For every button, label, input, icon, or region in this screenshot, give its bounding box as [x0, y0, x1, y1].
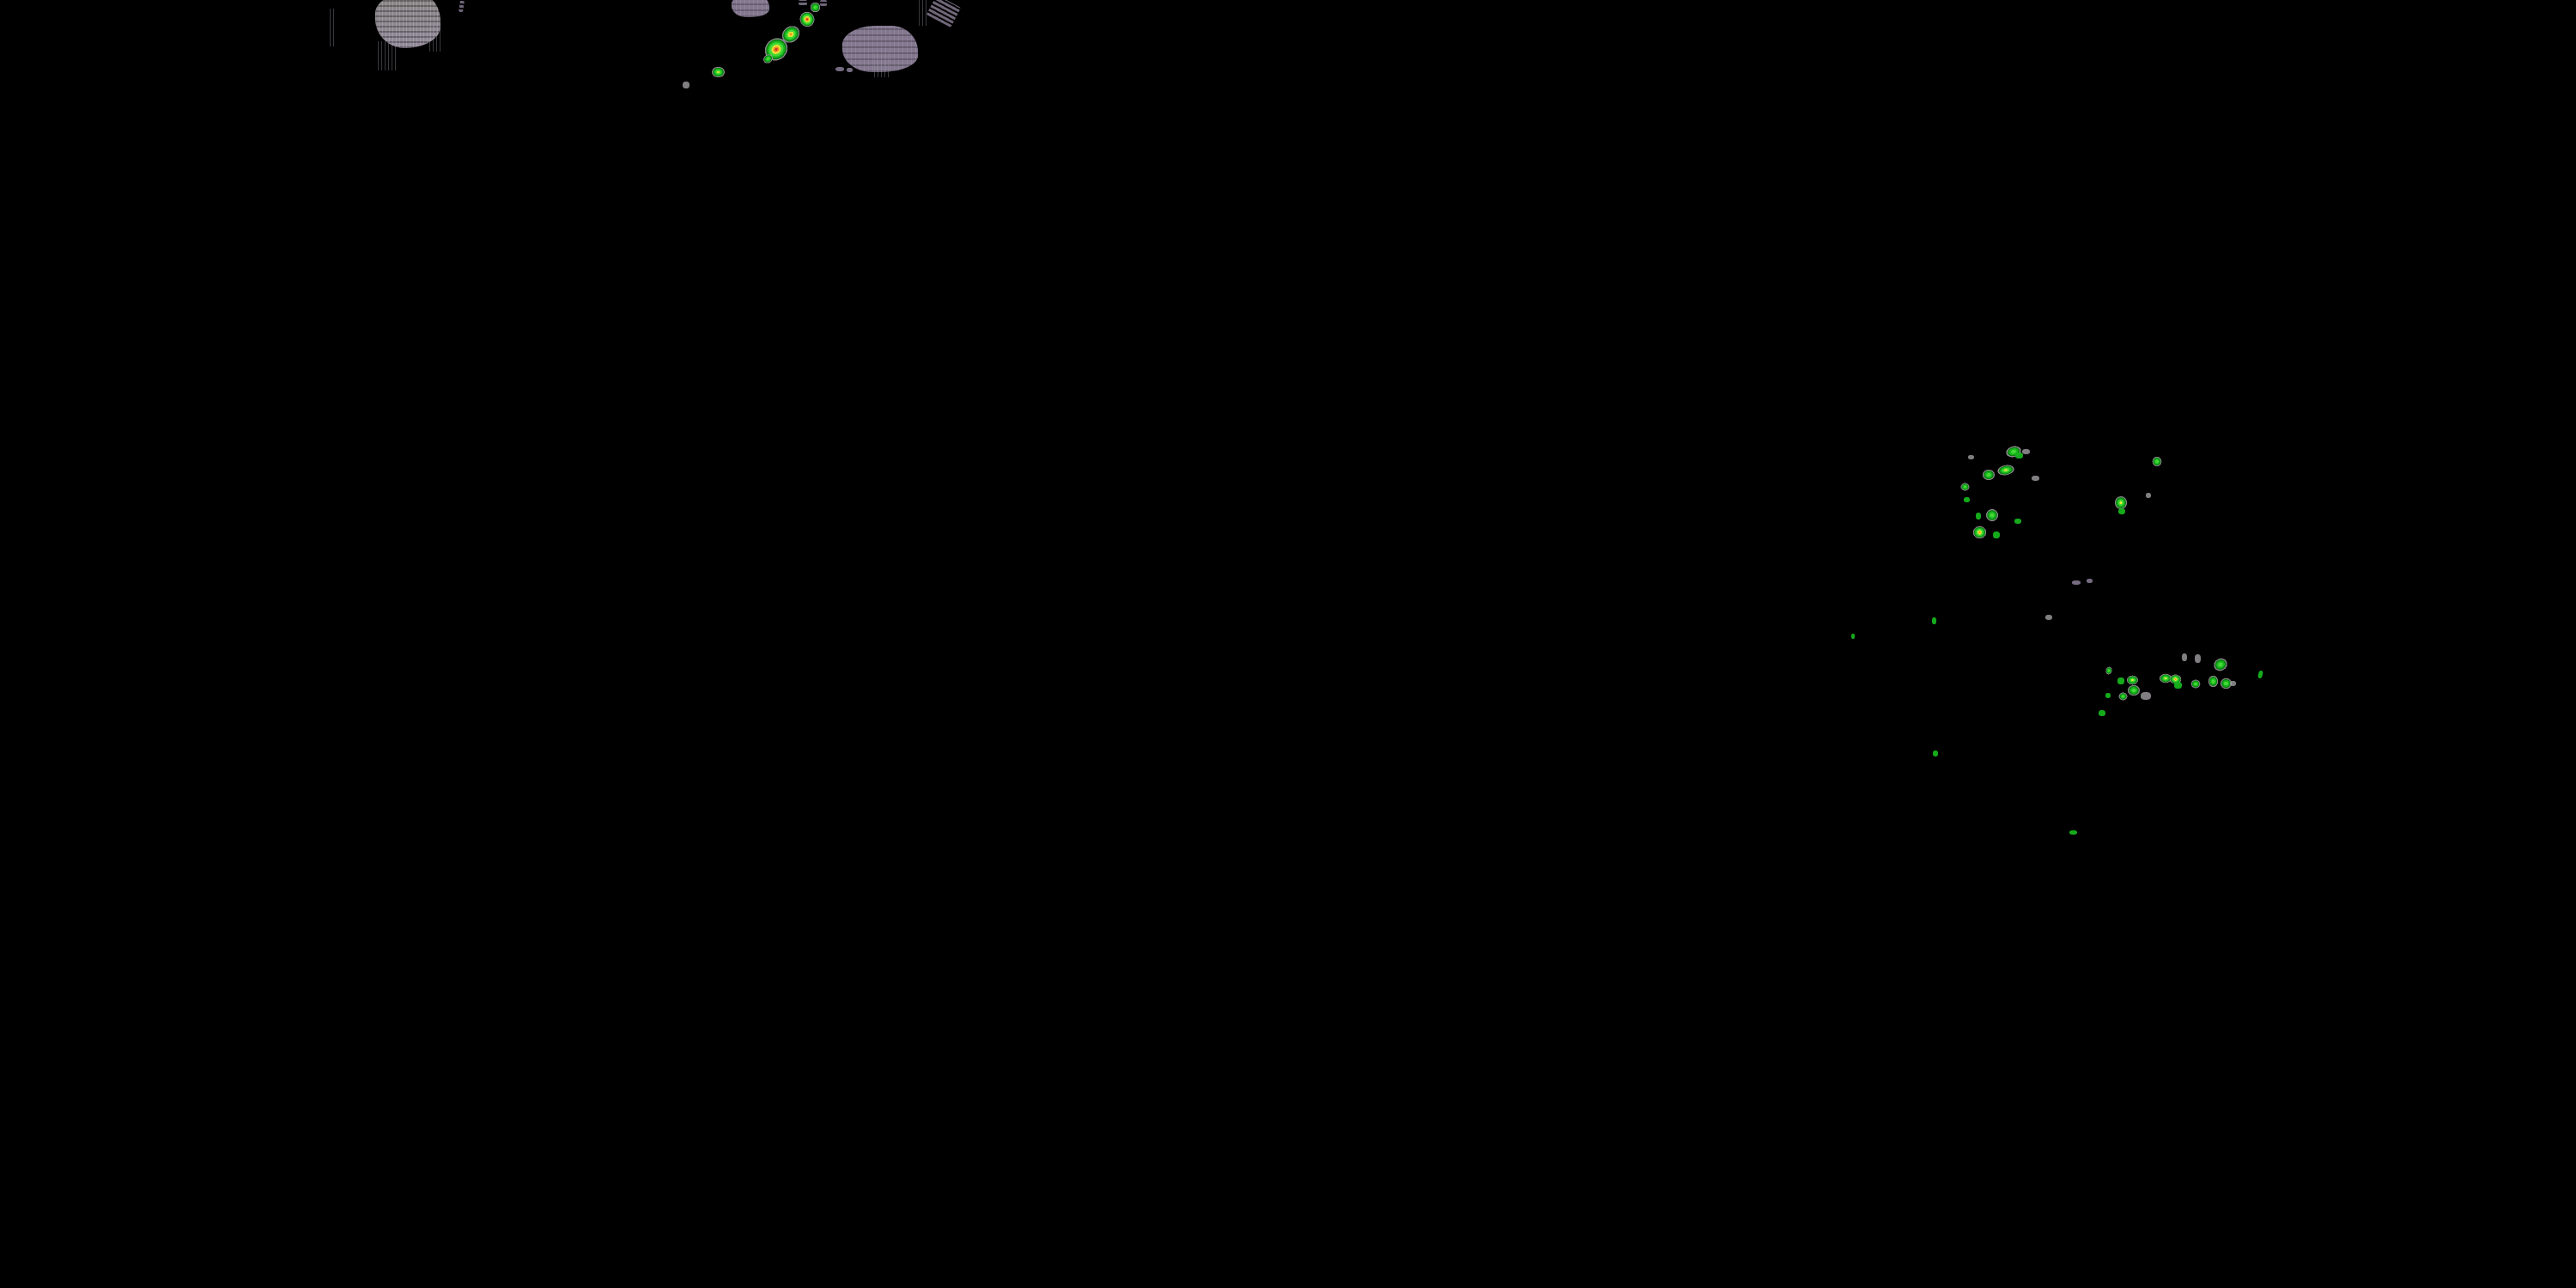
radar-echo-purple-streak	[820, 0, 827, 6]
radar-echo-speck-gray	[2146, 493, 2151, 498]
radar-echo-speck-gray	[2182, 653, 2187, 661]
radar-echo-speck-green	[1993, 532, 2000, 538]
radar-echo-hair-streak	[429, 24, 441, 52]
radar-echo-speck-gray	[2141, 692, 2151, 700]
radar-echo-purple-patch	[842, 26, 918, 72]
radar-echo-speck-green	[2174, 682, 2182, 689]
radar-echo-speck-gray	[2032, 476, 2039, 481]
radar-echo-cell-yellow	[711, 66, 726, 78]
radar-echo-speck-purple	[847, 68, 853, 72]
radar-echo-cell-green	[2220, 677, 2233, 690]
radar-echo-speck-green	[2118, 508, 2125, 514]
radar-echo-cell-green	[1960, 483, 1970, 491]
radar-echo-speck-green	[2257, 670, 2264, 679]
radar-echo-cell-green	[2104, 665, 2114, 677]
radar-echo-speck-gray	[2230, 681, 2236, 686]
radar-echo-speck-purple	[835, 67, 844, 71]
radar-echo-speck-green	[1976, 513, 1981, 519]
radar-echo-purple-patch	[732, 0, 769, 17]
radar-echo-speck-gray	[2195, 654, 2201, 663]
radar-echo-speck-gray	[2045, 615, 2052, 620]
radar-echo-cell-green	[2118, 692, 2128, 701]
radar-echo-speck-green	[1964, 497, 1970, 502]
radar-echo-speck-green	[1851, 634, 1855, 639]
radar-echo-speck-gray	[1968, 455, 1974, 459]
radar-echo-speck-purple	[2087, 579, 2093, 583]
radar-echo-hair-streak	[330, 9, 334, 46]
radar-echo-cell-green	[2152, 456, 2162, 467]
radar-echo-speck-purple	[2072, 580, 2081, 585]
radar-echo-speck-green	[2105, 693, 2111, 698]
radar-echo-gray-streak	[375, 0, 440, 48]
radar-echo-cell-green	[2208, 675, 2219, 688]
radar-echo-speck-green	[1933, 750, 1938, 756]
radar-echo-hair-streak	[919, 0, 927, 26]
radar-echo-cell-green	[2210, 654, 2231, 675]
radar-echo-speck-green	[2014, 519, 2021, 524]
radar-echo-cell-green	[1985, 508, 1999, 522]
radar-echo-speck-green	[2015, 453, 2023, 459]
radar-echo-speck-green	[1932, 617, 1936, 624]
radar-echo-cell-green	[1982, 469, 1996, 481]
radar-echo-hair-streak	[874, 53, 890, 77]
radar-echo-cell-green	[810, 2, 821, 13]
radar-echo-speck-green	[2099, 710, 2105, 716]
radar-echo-cell-yellow	[2126, 675, 2139, 685]
radar-echo-hair-streak	[378, 41, 397, 70]
radar-echo-cell-green	[2190, 679, 2201, 689]
radar-echo-speck-green	[2117, 677, 2124, 684]
radar-echo-purple-streak	[799, 0, 807, 5]
radar-echo-speck-green	[2069, 830, 2077, 835]
radar-echo-speck-gray	[2022, 449, 2030, 454]
radar-echo-cell-yellow	[2114, 495, 2128, 510]
radar-echo-cell-green	[2127, 684, 2141, 696]
radar-echo-speck-gray	[683, 82, 690, 88]
radar-echo-cell-orange	[1972, 526, 1987, 539]
